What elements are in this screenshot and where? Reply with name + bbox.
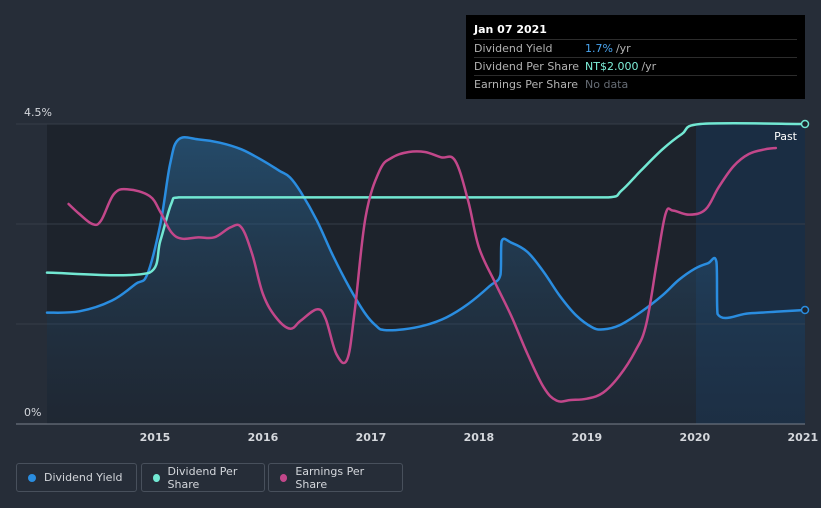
legend-dot-icon <box>28 473 36 482</box>
tooltip: Jan 07 2021 Dividend Yield 1.7% /yr Divi… <box>466 15 805 99</box>
tooltip-unit: /yr <box>641 60 657 73</box>
legend-label: Dividend Yield <box>44 471 123 484</box>
y-label-bottom: 0% <box>24 406 41 419</box>
legend-item-earnings-per-share[interactable]: Earnings Per Share <box>268 463 403 492</box>
x-tick-label: 2021 <box>788 431 819 444</box>
legend-item-dividend-yield[interactable]: Dividend Yield <box>16 463 137 492</box>
tooltip-row-dividend-per-share: Dividend Per Share NT$2.000 /yr <box>474 57 797 75</box>
dividend-yield-line[interactable] <box>45 135 807 332</box>
dividend-per-share-line[interactable] <box>45 121 807 277</box>
tooltip-row-dividend-yield: Dividend Yield 1.7% /yr <box>474 39 797 57</box>
x-tick-label: 2015 <box>140 431 171 444</box>
tooltip-label: Dividend Yield <box>474 42 553 55</box>
x-tick-label: 2016 <box>248 431 279 444</box>
tooltip-value: No data <box>585 78 629 91</box>
legend-dot-icon <box>153 473 160 482</box>
y-label-top: 4.5% <box>24 106 52 119</box>
x-tick-label: 2018 <box>464 431 495 444</box>
tooltip-unit: /yr <box>615 42 631 55</box>
tooltip-value: NT$2.000 <box>585 60 639 73</box>
dividend-yield-area <box>47 137 805 424</box>
tooltip-value: 1.7% <box>585 42 613 55</box>
x-tick-label: 2019 <box>572 431 603 444</box>
legend-label: Earnings Per Share <box>295 464 365 491</box>
legend-item-dividend-per-share[interactable]: Dividend Per Share <box>141 463 265 492</box>
tooltip-row-earnings-per-share: Earnings Per Share No data <box>474 75 797 93</box>
x-axis-labels: 2015 2016 2017 2018 2019 2020 2021 <box>140 431 818 444</box>
dividend-per-share-end-marker <box>800 119 810 129</box>
series-layer <box>45 119 810 403</box>
legend-dot-icon <box>280 473 288 482</box>
dividend-yield-end-marker <box>800 305 810 315</box>
x-tick-label: 2020 <box>680 431 711 444</box>
tooltip-label: Earnings Per Share <box>474 78 579 91</box>
y-axis-labels: 4.5% 0% <box>24 106 52 419</box>
past-label: Past <box>774 130 798 143</box>
tooltip-label: Dividend Per Share <box>474 60 580 73</box>
legend-label: Dividend Per Share <box>167 464 238 491</box>
earnings-per-share-line[interactable] <box>67 146 778 403</box>
tooltip-date: Jan 07 2021 <box>474 23 547 36</box>
x-tick-label: 2017 <box>356 431 387 444</box>
